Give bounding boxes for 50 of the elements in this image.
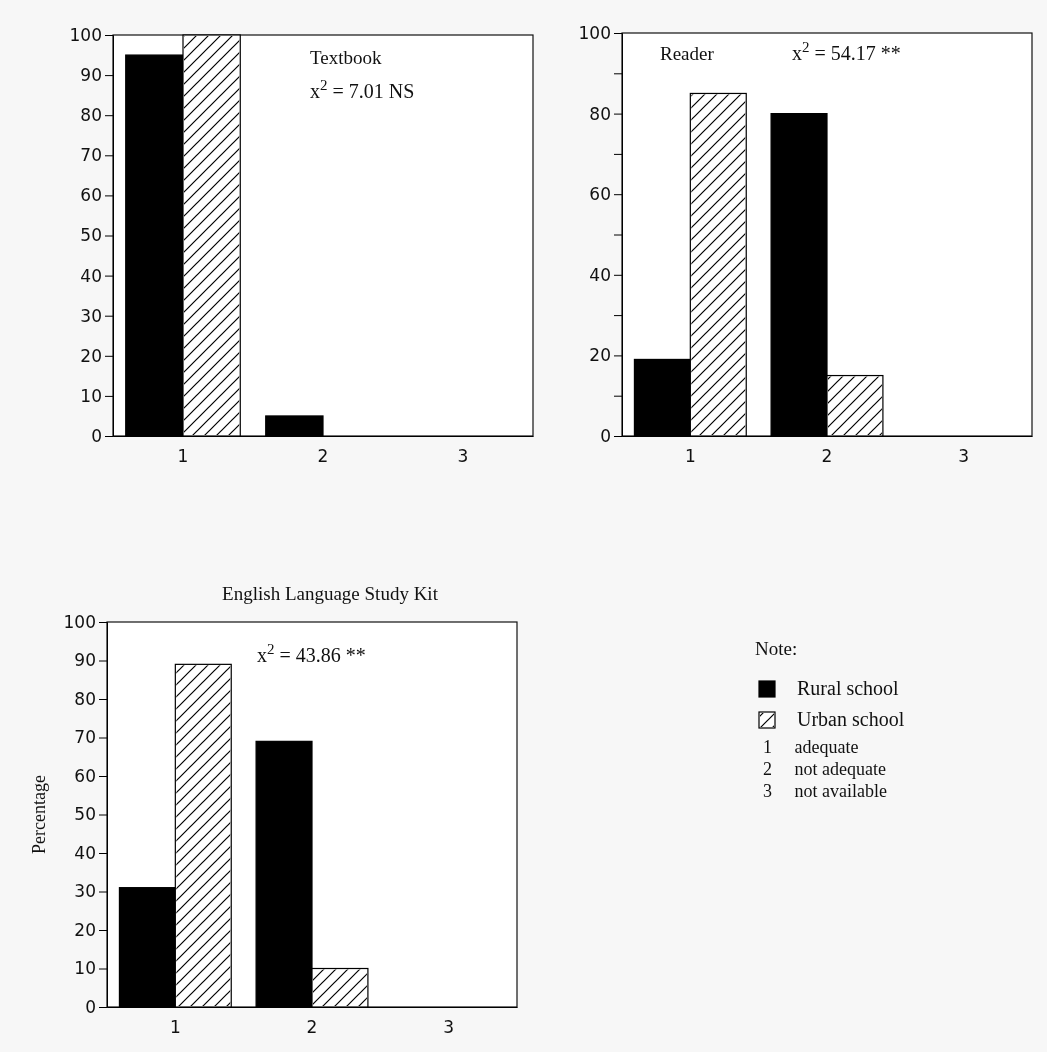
y-tick-label: 90 — [74, 650, 96, 671]
y-tick-label: 10 — [80, 385, 102, 406]
x-tick-label: 1 — [684, 446, 696, 467]
annotation: x$^{2}$ = 54.17 ** — [792, 39, 901, 64]
y-tick-label: 60 — [74, 765, 96, 786]
y-tick-label: 70 — [80, 145, 102, 166]
y-tick-label: 90 — [80, 65, 102, 86]
annotation: x$^{2}$ = 43.86 ** — [257, 641, 366, 666]
y-axis-title: Percentage — [29, 775, 49, 854]
text: Reader — [660, 43, 715, 64]
y-tick-label: 20 — [80, 345, 102, 366]
y-tick-label: 40 — [589, 264, 611, 285]
y-tick-label: 100 — [63, 611, 96, 632]
x-tick-label: 2 — [317, 446, 329, 467]
x-tick-label: 1 — [169, 1017, 181, 1038]
x-tick-label: 2 — [821, 446, 833, 467]
y-tick-label: 70 — [74, 727, 96, 748]
annotation: x$^{2}$ = 7.01 NS — [310, 77, 415, 102]
y-tick-label: 80 — [74, 688, 96, 709]
text: Note: — [755, 638, 798, 659]
legend-label: Urban school — [797, 708, 905, 730]
text: 2 not adequate — [763, 759, 886, 779]
y-tick-label: 0 — [600, 425, 611, 446]
y-tick-label: 100 — [578, 22, 611, 43]
y-tick-label: 80 — [80, 105, 102, 126]
legend-label: Rural school — [797, 677, 900, 699]
y-tick-label: 40 — [80, 265, 102, 286]
x-tick-label: 3 — [443, 1017, 455, 1038]
y-tick-label: 80 — [589, 103, 611, 124]
y-tick-label: 60 — [80, 185, 102, 206]
text: 1 adequate — [763, 737, 859, 757]
x-tick-label: 2 — [306, 1017, 318, 1038]
chart-title: English Language Study Kit — [222, 583, 439, 604]
text: Textbook — [310, 47, 382, 68]
x-tick-label: 3 — [457, 446, 469, 467]
y-tick-label: 50 — [74, 804, 96, 825]
y-tick-label: 50 — [80, 225, 102, 246]
y-tick-label: 60 — [589, 184, 611, 205]
y-tick-label: 0 — [85, 996, 96, 1017]
y-tick-label: 20 — [74, 919, 96, 940]
y-tick-label: 10 — [74, 958, 96, 979]
text: 3 not available — [763, 781, 887, 801]
y-tick-label: 100 — [69, 24, 102, 45]
y-tick-label: 40 — [74, 842, 96, 863]
y-tick-label: 0 — [91, 425, 102, 446]
x-tick-label: 3 — [958, 446, 970, 467]
x-tick-label: 1 — [177, 446, 189, 467]
y-tick-label: 30 — [80, 305, 102, 326]
y-tick-label: 30 — [74, 881, 96, 902]
y-tick-label: 20 — [589, 345, 611, 366]
